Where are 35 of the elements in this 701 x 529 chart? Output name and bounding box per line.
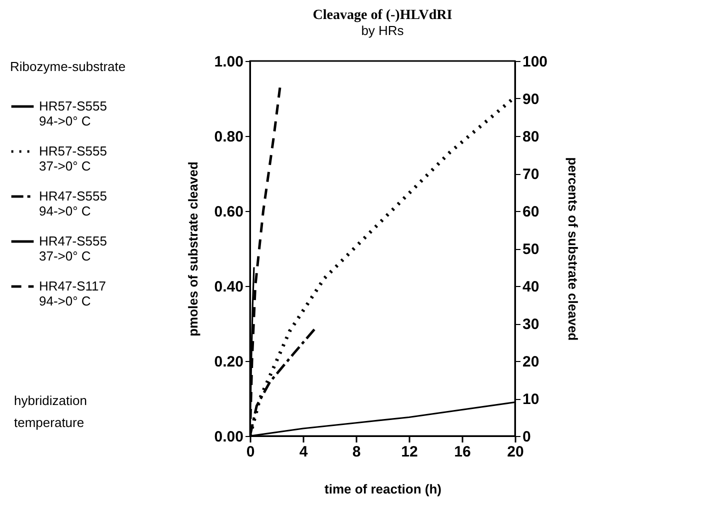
x-tick-label: 20	[507, 444, 524, 460]
legend-title: Ribozyme-substrate	[10, 59, 126, 74]
y2-tick-label: 50	[522, 241, 540, 258]
y2-tick-label: 10	[522, 391, 540, 408]
y2-tick-label: 100	[522, 54, 548, 70]
y2-tick-label: 40	[522, 278, 540, 296]
y2-tick-label: 60	[522, 204, 540, 220]
y2-tick-label: 0	[522, 428, 531, 446]
x-tick-label: 16	[454, 444, 471, 460]
legend-label: HR47-S555 94->0° C	[39, 188, 107, 218]
y-tick-label: 0.60	[214, 204, 244, 220]
y-axis-title: pmoles of substrate cleaved	[185, 162, 200, 336]
chart-title: Cleavage of (-)HLVdRI	[312, 8, 452, 23]
legend-label: HR47-S555 37->0° C	[39, 234, 107, 264]
legend-label: HR57-S555 94->0° C	[39, 98, 107, 128]
y2-tick-label: 80	[522, 128, 540, 146]
x-tick-label: 0	[246, 444, 255, 460]
y2-tick-label: 70	[522, 166, 540, 183]
legend-label: HR47-S117 94->0° C	[39, 278, 106, 308]
y-tick-label: 1.00	[214, 54, 244, 70]
y-tick-label: 0.00	[214, 428, 244, 446]
x-tick-label: 4	[299, 444, 308, 460]
y-tick-label: 0.80	[214, 128, 244, 146]
legend-label: HR57-S555 37->0° C	[39, 144, 107, 174]
y-tick-label: 0.20	[214, 354, 244, 370]
y-tick-label: 0.40	[214, 278, 244, 296]
chart-subtitle: by HRs	[361, 23, 404, 38]
y2-tick-label: 20	[522, 354, 540, 370]
x-tick-label: 12	[401, 444, 418, 460]
y2-tick-label: 30	[522, 316, 540, 333]
text: hybridization temperature	[14, 392, 88, 432]
x-axis-title: time of reaction (h)	[324, 482, 442, 496]
x-tick-label: 8	[352, 444, 361, 460]
y2-axis-title: percents of substrate cleaved	[566, 157, 581, 341]
y2-tick-label: 90	[522, 91, 540, 108]
